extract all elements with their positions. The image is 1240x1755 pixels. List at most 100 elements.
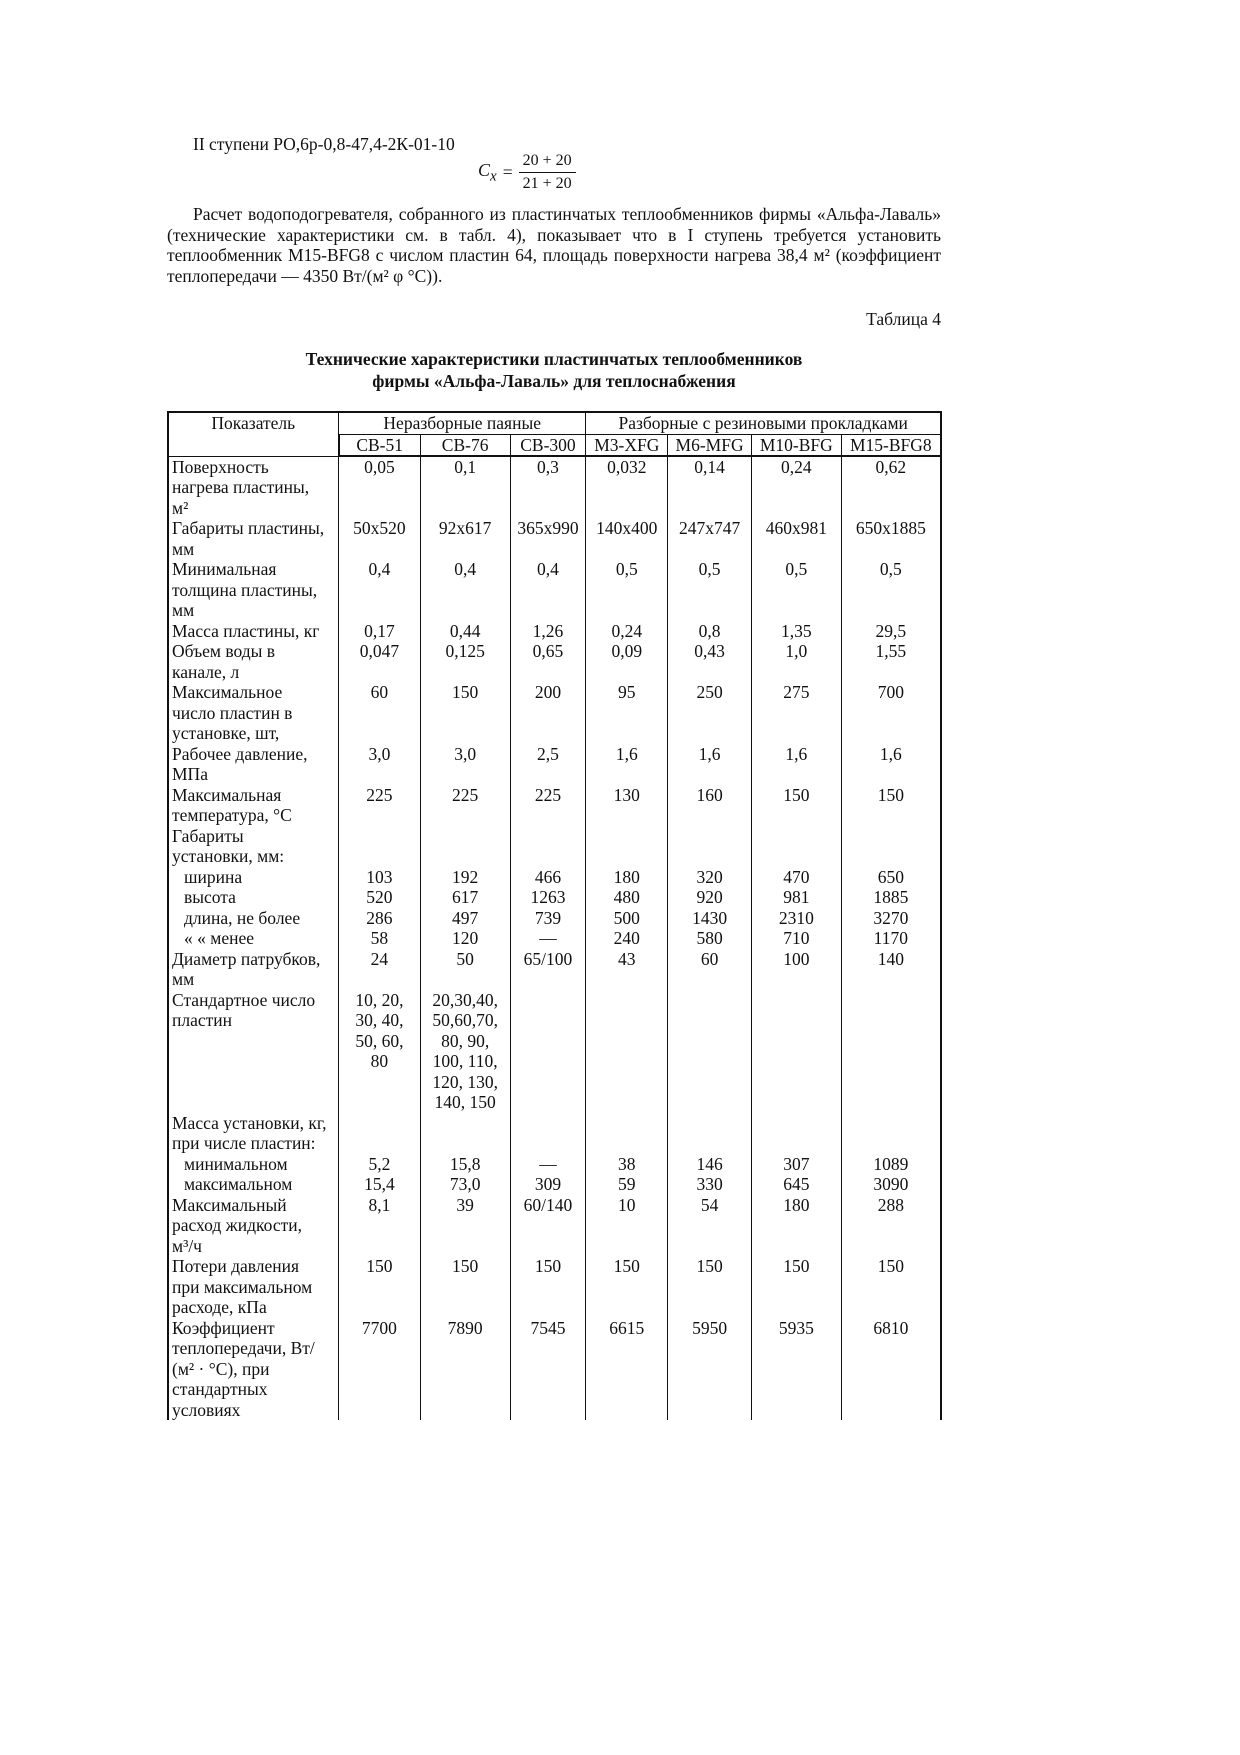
table-cell: 24 — [338, 948, 421, 990]
table-cell: 0,1 — [419, 456, 511, 518]
table-cell: 10 — [585, 1194, 669, 1256]
table-cell: 470 — [750, 866, 842, 887]
table-row: Коэффициент теплопередачи, Вт/ (м² · °С)… — [167, 1317, 942, 1420]
table-cell: 7890 — [419, 1317, 511, 1420]
formula-denominator: 21 + 20 — [522, 175, 572, 192]
table-cell: 710 — [750, 928, 842, 949]
table-cell: 0,09 — [585, 641, 669, 682]
table-cell: 3,0 — [419, 743, 511, 785]
table-title-line: Технические характеристики пластинчатых … — [305, 349, 803, 369]
table-cell: 275 — [750, 682, 842, 744]
table-cell: 5935 — [750, 1317, 842, 1420]
table-row: длина, не более 286 497 739 500 1430 2310 3270 — [167, 907, 942, 928]
row-label: ширина — [167, 866, 340, 887]
table-cell: 645 — [750, 1174, 842, 1195]
row-label: максимальном — [167, 1174, 340, 1195]
table-cell: 320 — [667, 866, 752, 887]
table-cell: 6810 — [840, 1317, 942, 1420]
table-row: Габариты пластины, мм 50x520 92x617 365x990… — [167, 518, 942, 559]
table-cell: — — [509, 928, 587, 949]
table-cell: 100 — [750, 948, 842, 990]
table-cell: 92x617 — [419, 518, 511, 559]
table-cell: 6615 — [585, 1317, 669, 1420]
table-cell: 180 — [585, 866, 669, 887]
table-cell: 365x990 — [509, 518, 587, 559]
table-cell: 5,2 — [338, 1153, 421, 1174]
formula-lhs-var: C — [478, 159, 491, 180]
table-cell: 150 — [585, 1256, 669, 1318]
table-cell: 130 — [585, 784, 669, 826]
table-cell — [585, 989, 669, 1113]
table-cell: 309 — [509, 1174, 587, 1195]
row-label: Масса установки, кг, при числе пластин: — [167, 1112, 340, 1154]
table-cell: 2,5 — [509, 743, 587, 785]
table-cell: 520 — [338, 887, 421, 908]
table-cell: 240 — [585, 928, 669, 949]
table-cell — [750, 989, 842, 1113]
table-cell: 497 — [419, 907, 511, 928]
table-row: Рабочее давление, МПа 3,0 3,0 2,5 1,6 1,6 1,6 1… — [167, 743, 942, 785]
table-cell: 0,5 — [585, 559, 669, 621]
table-cell: 150 — [667, 1256, 752, 1318]
table-row: « « менее 58 120—240 580 710 1170 — [167, 928, 942, 949]
table-row: Масса установки, кг, при числе пластин: — [167, 1112, 942, 1154]
table-cell: 286 — [338, 907, 421, 928]
table-cell: 981 — [750, 887, 842, 908]
table-cell: 3270 — [840, 907, 942, 928]
row-label: Поверхность нагрева пластины, м² — [167, 456, 340, 518]
table-row: Потери давления при максимальном расходе… — [167, 1256, 942, 1318]
table-cell: 54 — [667, 1194, 752, 1256]
column-header: M3-XFG — [585, 433, 669, 457]
table-cell: 192 — [419, 866, 511, 887]
table-cell: 1089 — [840, 1153, 942, 1174]
table-cell: 60 — [667, 948, 752, 990]
table-cell: 15,4 — [338, 1174, 421, 1195]
table-cell: 0,047 — [338, 641, 421, 682]
table-cell: 7545 — [509, 1317, 587, 1420]
table-cell: 65/100 — [509, 948, 587, 990]
formula-lhs: Cx — [478, 160, 497, 186]
table-cell — [585, 825, 669, 867]
table-cell: 43 — [585, 948, 669, 990]
table-cell: 7700 — [338, 1317, 421, 1420]
table-cell — [419, 825, 511, 867]
table-cell: 73,0 — [419, 1174, 511, 1195]
formula-fraction: 20 + 20 21 + 20 — [518, 152, 576, 193]
table-cell: 580 — [667, 928, 752, 949]
table-cell: 307 — [750, 1153, 842, 1174]
table-row: Минимальная толщина пластины, мм 0,4 0,4 0,… — [167, 559, 942, 621]
table-cell: 0,4 — [419, 559, 511, 621]
row-label: высота — [167, 887, 340, 908]
table-cell: 1885 — [840, 887, 942, 908]
row-label: длина, не более — [167, 907, 340, 928]
row-label: Габариты пластины, мм — [167, 518, 340, 559]
table-row: максимальном 15,4 73,0 309 59 330 645 3090 — [167, 1174, 942, 1195]
table-cell: 180 — [750, 1194, 842, 1256]
table-cell: 0,5 — [750, 559, 842, 621]
table-cell: 140x400 — [585, 518, 669, 559]
row-label: « « менее — [167, 928, 340, 949]
table-cell: 225 — [509, 784, 587, 826]
formula-numerator: 20 + 20 — [518, 152, 576, 173]
table-cell: 29,5 — [840, 620, 942, 641]
table-cell — [585, 1112, 669, 1154]
table-cell: 160 — [667, 784, 752, 826]
table-cell: 3,0 — [338, 743, 421, 785]
table-cell — [750, 1112, 842, 1154]
table-cell — [419, 1112, 511, 1154]
table-number: Таблица 4 — [866, 309, 941, 329]
table-cell: 1430 — [667, 907, 752, 928]
table-cell: 0,24 — [750, 456, 842, 518]
row-label: Масса пластины, кг — [167, 620, 340, 641]
row-label: минимальном — [167, 1153, 340, 1174]
table-cell: 1,6 — [667, 743, 752, 785]
table-cell — [667, 1112, 752, 1154]
table-cell: 288 — [840, 1194, 942, 1256]
table-cell: 38 — [585, 1153, 669, 1174]
header-group-soldered: Неразборные паяные — [338, 411, 587, 435]
table-cell: 0,4 — [509, 559, 587, 621]
table-cell: 120 — [419, 928, 511, 949]
table-cell: 0,65 — [509, 641, 587, 682]
table-cell: 0,125 — [419, 641, 511, 682]
